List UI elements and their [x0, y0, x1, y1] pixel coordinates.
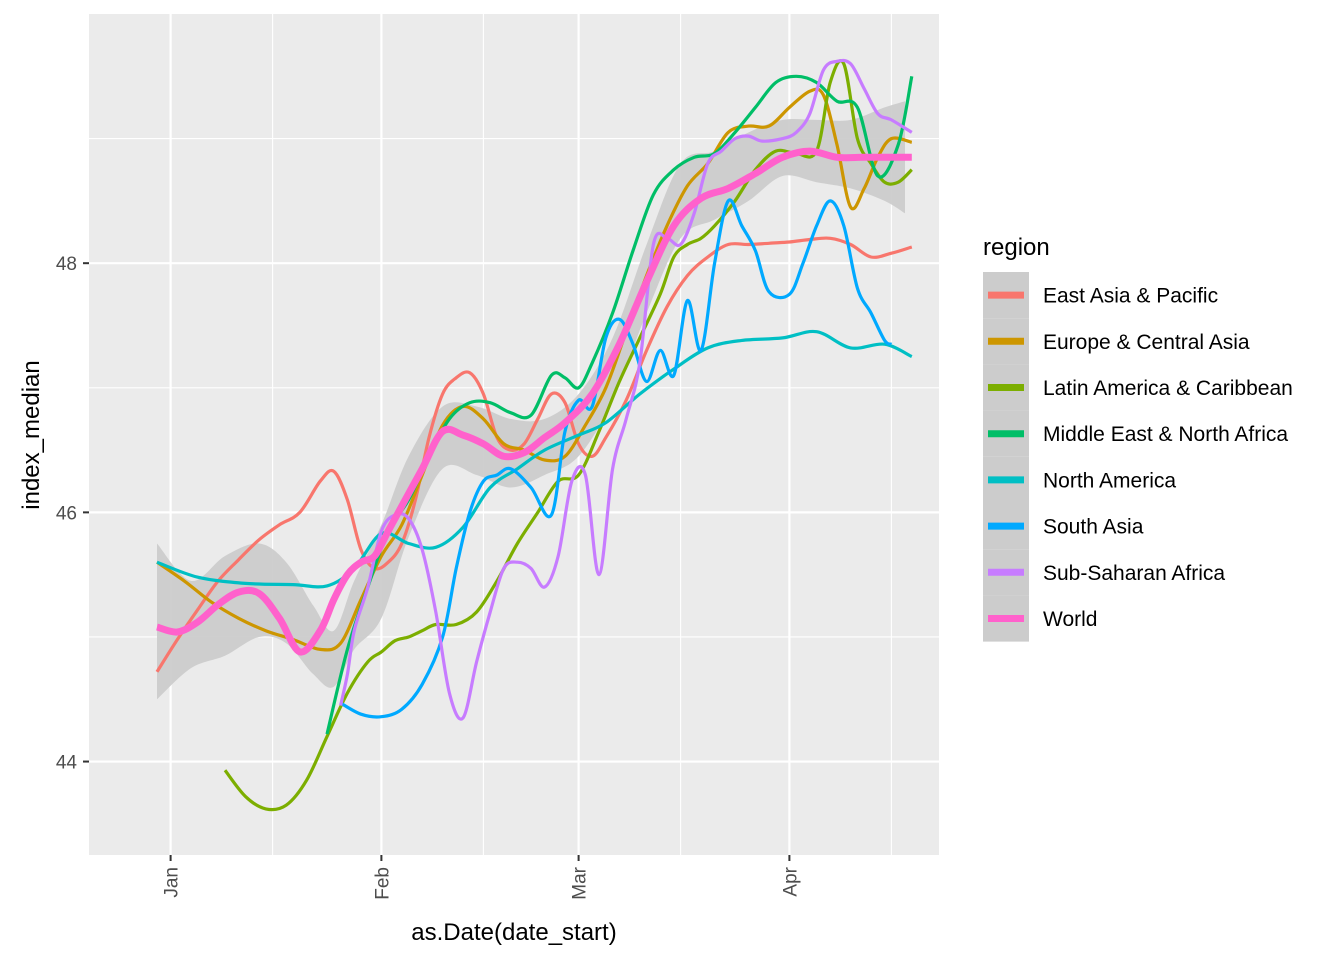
- y-tick-label: 44: [56, 753, 78, 774]
- series-line-latin-america-caribbean: [223, 59, 913, 812]
- legend-label: Europe & Central Asia: [1043, 331, 1250, 354]
- confidence-ribbon: [157, 101, 905, 700]
- y-axis-ticks: 44 46 48: [56, 254, 89, 774]
- legend-label: Latin America & Caribbean: [1043, 377, 1293, 400]
- legend-label: Middle East & North Africa: [1043, 423, 1288, 446]
- series-line-east-asia-pacific: [155, 236, 913, 673]
- legend-label: North America: [1043, 469, 1176, 492]
- series-line-europe-central-asia: [156, 87, 913, 652]
- legend-label: South Asia: [1043, 516, 1144, 539]
- series-line-north-america: [156, 329, 913, 589]
- legend-title: region: [983, 234, 1050, 261]
- series-line-south-asia: [339, 198, 893, 719]
- grid-major: [89, 14, 939, 855]
- y-tick-label: 48: [56, 254, 77, 275]
- legend: region East Asia & Pacific Europe & Centr…: [983, 234, 1293, 642]
- x-tick-label: Feb: [372, 867, 393, 900]
- x-axis-title: as.Date(date_start): [411, 919, 616, 946]
- x-axis-ticks: Jan Feb Mar Apr: [162, 855, 801, 900]
- series-line-sub-saharan-africa: [339, 58, 913, 721]
- x-tick-label: Mar: [570, 866, 591, 899]
- x-tick-label: Jan: [162, 867, 183, 898]
- series-layer: [155, 58, 914, 812]
- series-line-world: [155, 147, 912, 656]
- legend-label: East Asia & Pacific: [1043, 285, 1218, 308]
- x-tick-label: Apr: [780, 866, 801, 896]
- y-axis-title: index_median: [18, 360, 45, 509]
- legend-label: Sub-Saharan Africa: [1043, 562, 1225, 585]
- y-tick-label: 46: [56, 503, 77, 524]
- ribbon-layer: [157, 101, 905, 700]
- legend-label: World: [1043, 608, 1097, 631]
